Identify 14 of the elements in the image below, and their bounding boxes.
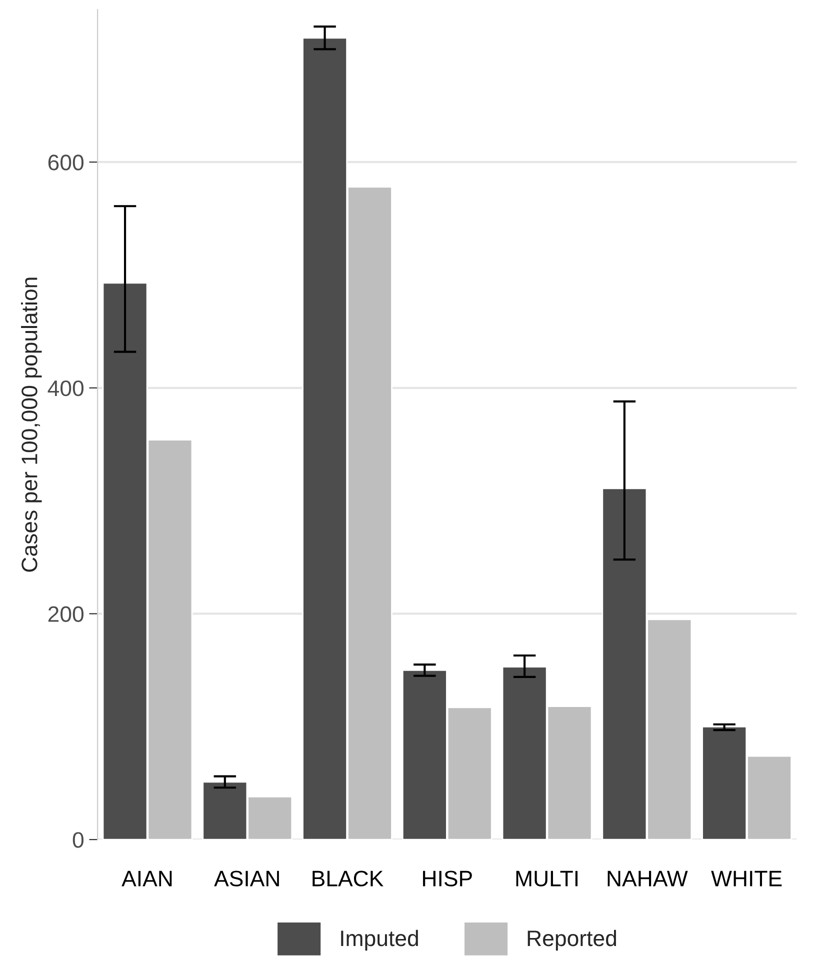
y-tick-label: 200 bbox=[48, 606, 84, 622]
x-tick-label: NAHAW bbox=[608, 870, 688, 886]
x-tick-label: MULTI bbox=[516, 870, 578, 886]
x-tick-label: AIAN bbox=[122, 870, 172, 886]
y-tick-label: 0 bbox=[72, 832, 84, 848]
x-tick-label: ASIAN bbox=[214, 870, 279, 886]
x-tick-label: BLACK bbox=[312, 870, 384, 886]
y-tick-label: 600 bbox=[48, 154, 84, 170]
legend-label: Reported bbox=[528, 930, 616, 951]
y-axis-title: Cases per 100,000 population bbox=[21, 278, 42, 572]
x-tick-label: WHITE bbox=[711, 870, 782, 886]
y-tick-label: 400 bbox=[48, 380, 84, 396]
legend-label: Imputed bbox=[341, 930, 418, 951]
x-tick-label: HISP bbox=[423, 870, 472, 886]
